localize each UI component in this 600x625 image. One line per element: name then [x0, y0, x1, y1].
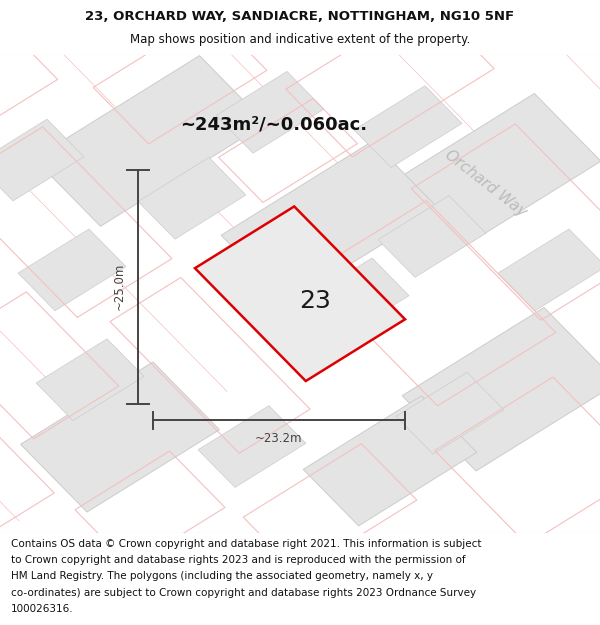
Polygon shape: [354, 86, 462, 168]
Text: 23: 23: [299, 289, 331, 313]
Text: co-ordinates) are subject to Crown copyright and database rights 2023 Ordnance S: co-ordinates) are subject to Crown copyr…: [11, 588, 476, 598]
Polygon shape: [36, 339, 144, 421]
Polygon shape: [303, 396, 477, 526]
Text: ~25.0m: ~25.0m: [112, 263, 125, 310]
Text: ~243m²/~0.060ac.: ~243m²/~0.060ac.: [180, 115, 367, 133]
Text: 23, ORCHARD WAY, SANDIACRE, NOTTINGHAM, NG10 5NF: 23, ORCHARD WAY, SANDIACRE, NOTTINGHAM, …: [85, 10, 515, 23]
Polygon shape: [138, 158, 246, 239]
Polygon shape: [383, 94, 600, 255]
Polygon shape: [18, 229, 126, 311]
Text: Contains OS data © Crown copyright and database right 2021. This information is : Contains OS data © Crown copyright and d…: [11, 539, 481, 549]
Polygon shape: [221, 141, 439, 303]
Text: to Crown copyright and database rights 2023 and is reproduced with the permissio: to Crown copyright and database rights 2…: [11, 555, 466, 565]
Polygon shape: [0, 119, 84, 201]
Polygon shape: [396, 372, 504, 454]
Polygon shape: [34, 56, 266, 226]
Polygon shape: [378, 196, 486, 278]
Text: HM Land Registry. The polygons (including the associated geometry, namely x, y: HM Land Registry. The polygons (includin…: [11, 571, 433, 581]
Polygon shape: [498, 229, 600, 311]
Polygon shape: [216, 71, 324, 153]
Text: ~23.2m: ~23.2m: [255, 432, 303, 445]
Text: Map shows position and indicative extent of the property.: Map shows position and indicative extent…: [130, 33, 470, 46]
Polygon shape: [195, 206, 405, 381]
Polygon shape: [402, 308, 600, 471]
Text: 100026316.: 100026316.: [11, 604, 73, 614]
Polygon shape: [20, 362, 220, 512]
Polygon shape: [198, 406, 306, 488]
Text: Orchard Way: Orchard Way: [442, 148, 530, 220]
Polygon shape: [287, 258, 409, 349]
